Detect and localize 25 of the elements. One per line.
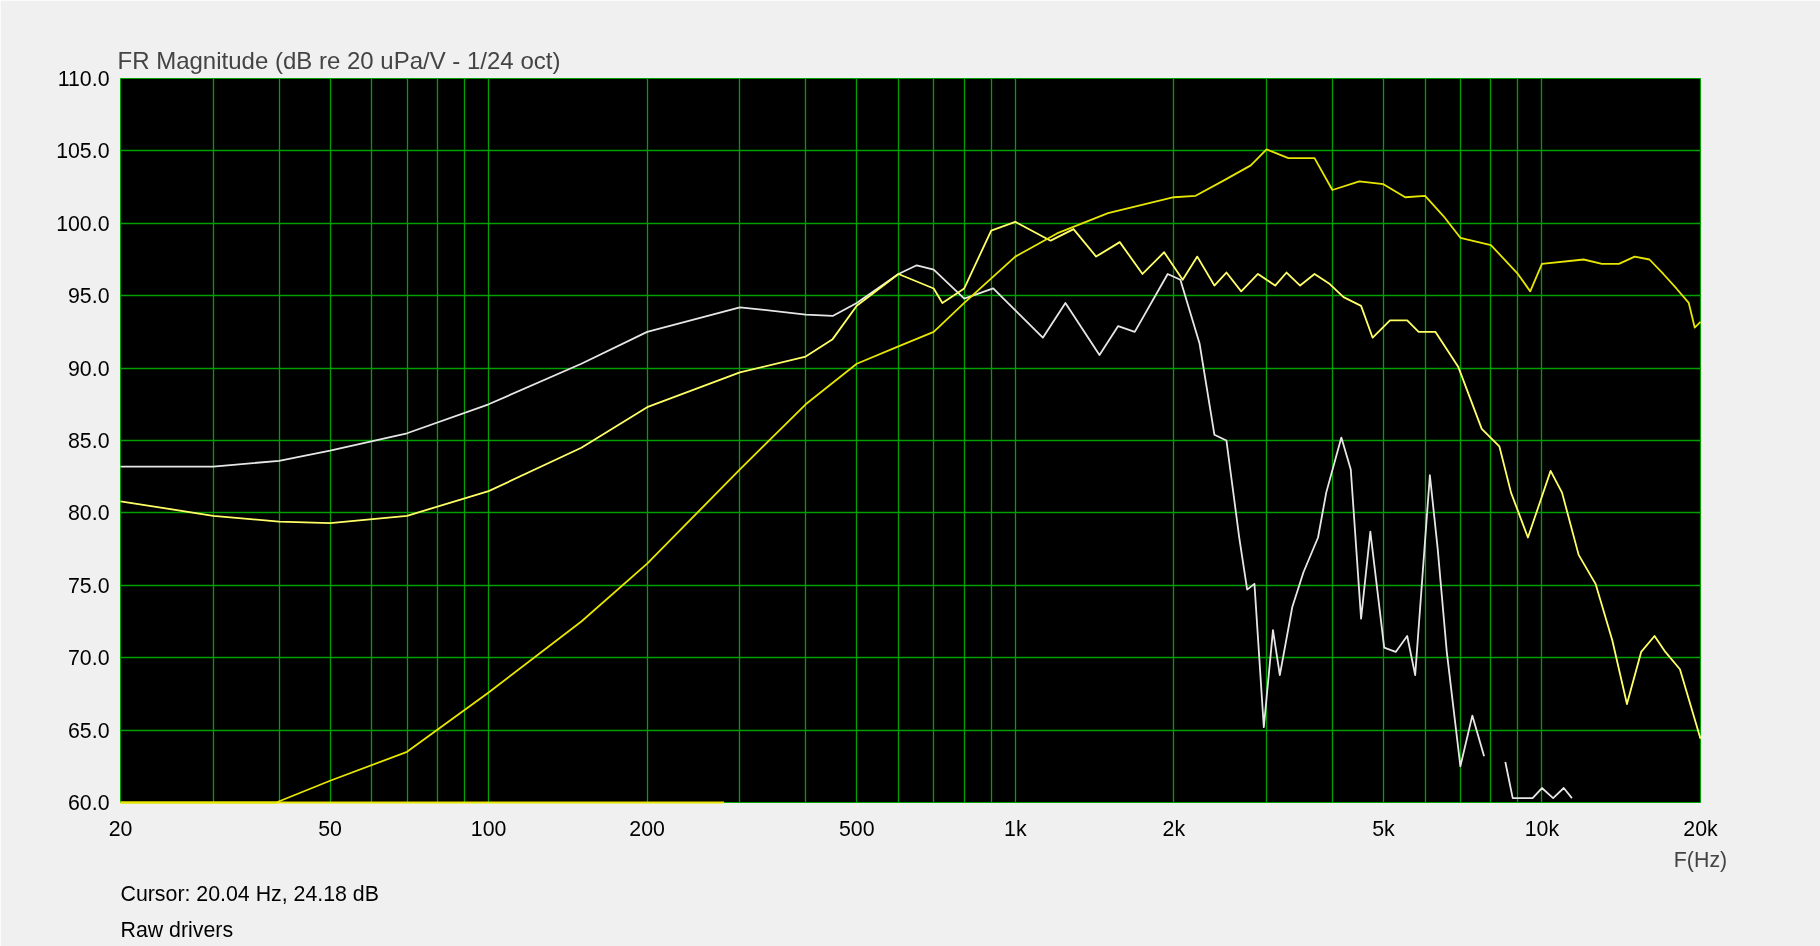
x-axis-title: F(Hz) xyxy=(1673,847,1728,872)
x-tick-label: 100 xyxy=(470,816,507,841)
text: Cursor: 20.04 Hz, 24.18 dB xyxy=(120,881,379,906)
y-tick-label: 105.0 xyxy=(56,139,110,164)
x-tick-label: 1k xyxy=(1004,816,1027,841)
x-tick-label: 20k xyxy=(1683,816,1719,841)
y-tick-label: 70.0 xyxy=(67,646,110,671)
y-tick-label: 60.0 xyxy=(67,791,110,815)
x-tick-label: 10k xyxy=(1524,816,1560,841)
x-tick-label: 500 xyxy=(838,816,875,841)
y-tick-label: 110.0 xyxy=(57,67,110,91)
y-tick-label: 95.0 xyxy=(67,284,110,309)
y-tick-label: 100.0 xyxy=(56,211,110,236)
x-tick-label: 50 xyxy=(318,816,343,841)
y-tick-label: 90.0 xyxy=(67,356,110,381)
chart-title: FR Magnitude (dB re 20 uPa/V - 1/24 oct) xyxy=(117,46,561,74)
y-tick-label: 80.0 xyxy=(67,501,110,526)
y-tick-label: 85.0 xyxy=(67,429,110,453)
y-tick-label: 75.0 xyxy=(67,573,110,598)
y-tick-label: 65.0 xyxy=(67,718,110,743)
x-tick-label: 20 xyxy=(108,816,133,841)
x-tick-label: 5k xyxy=(1372,816,1396,841)
x-tick-label: 2k xyxy=(1162,816,1186,841)
x-tick-label: 200 xyxy=(629,816,666,841)
text: Raw drivers xyxy=(120,917,234,942)
